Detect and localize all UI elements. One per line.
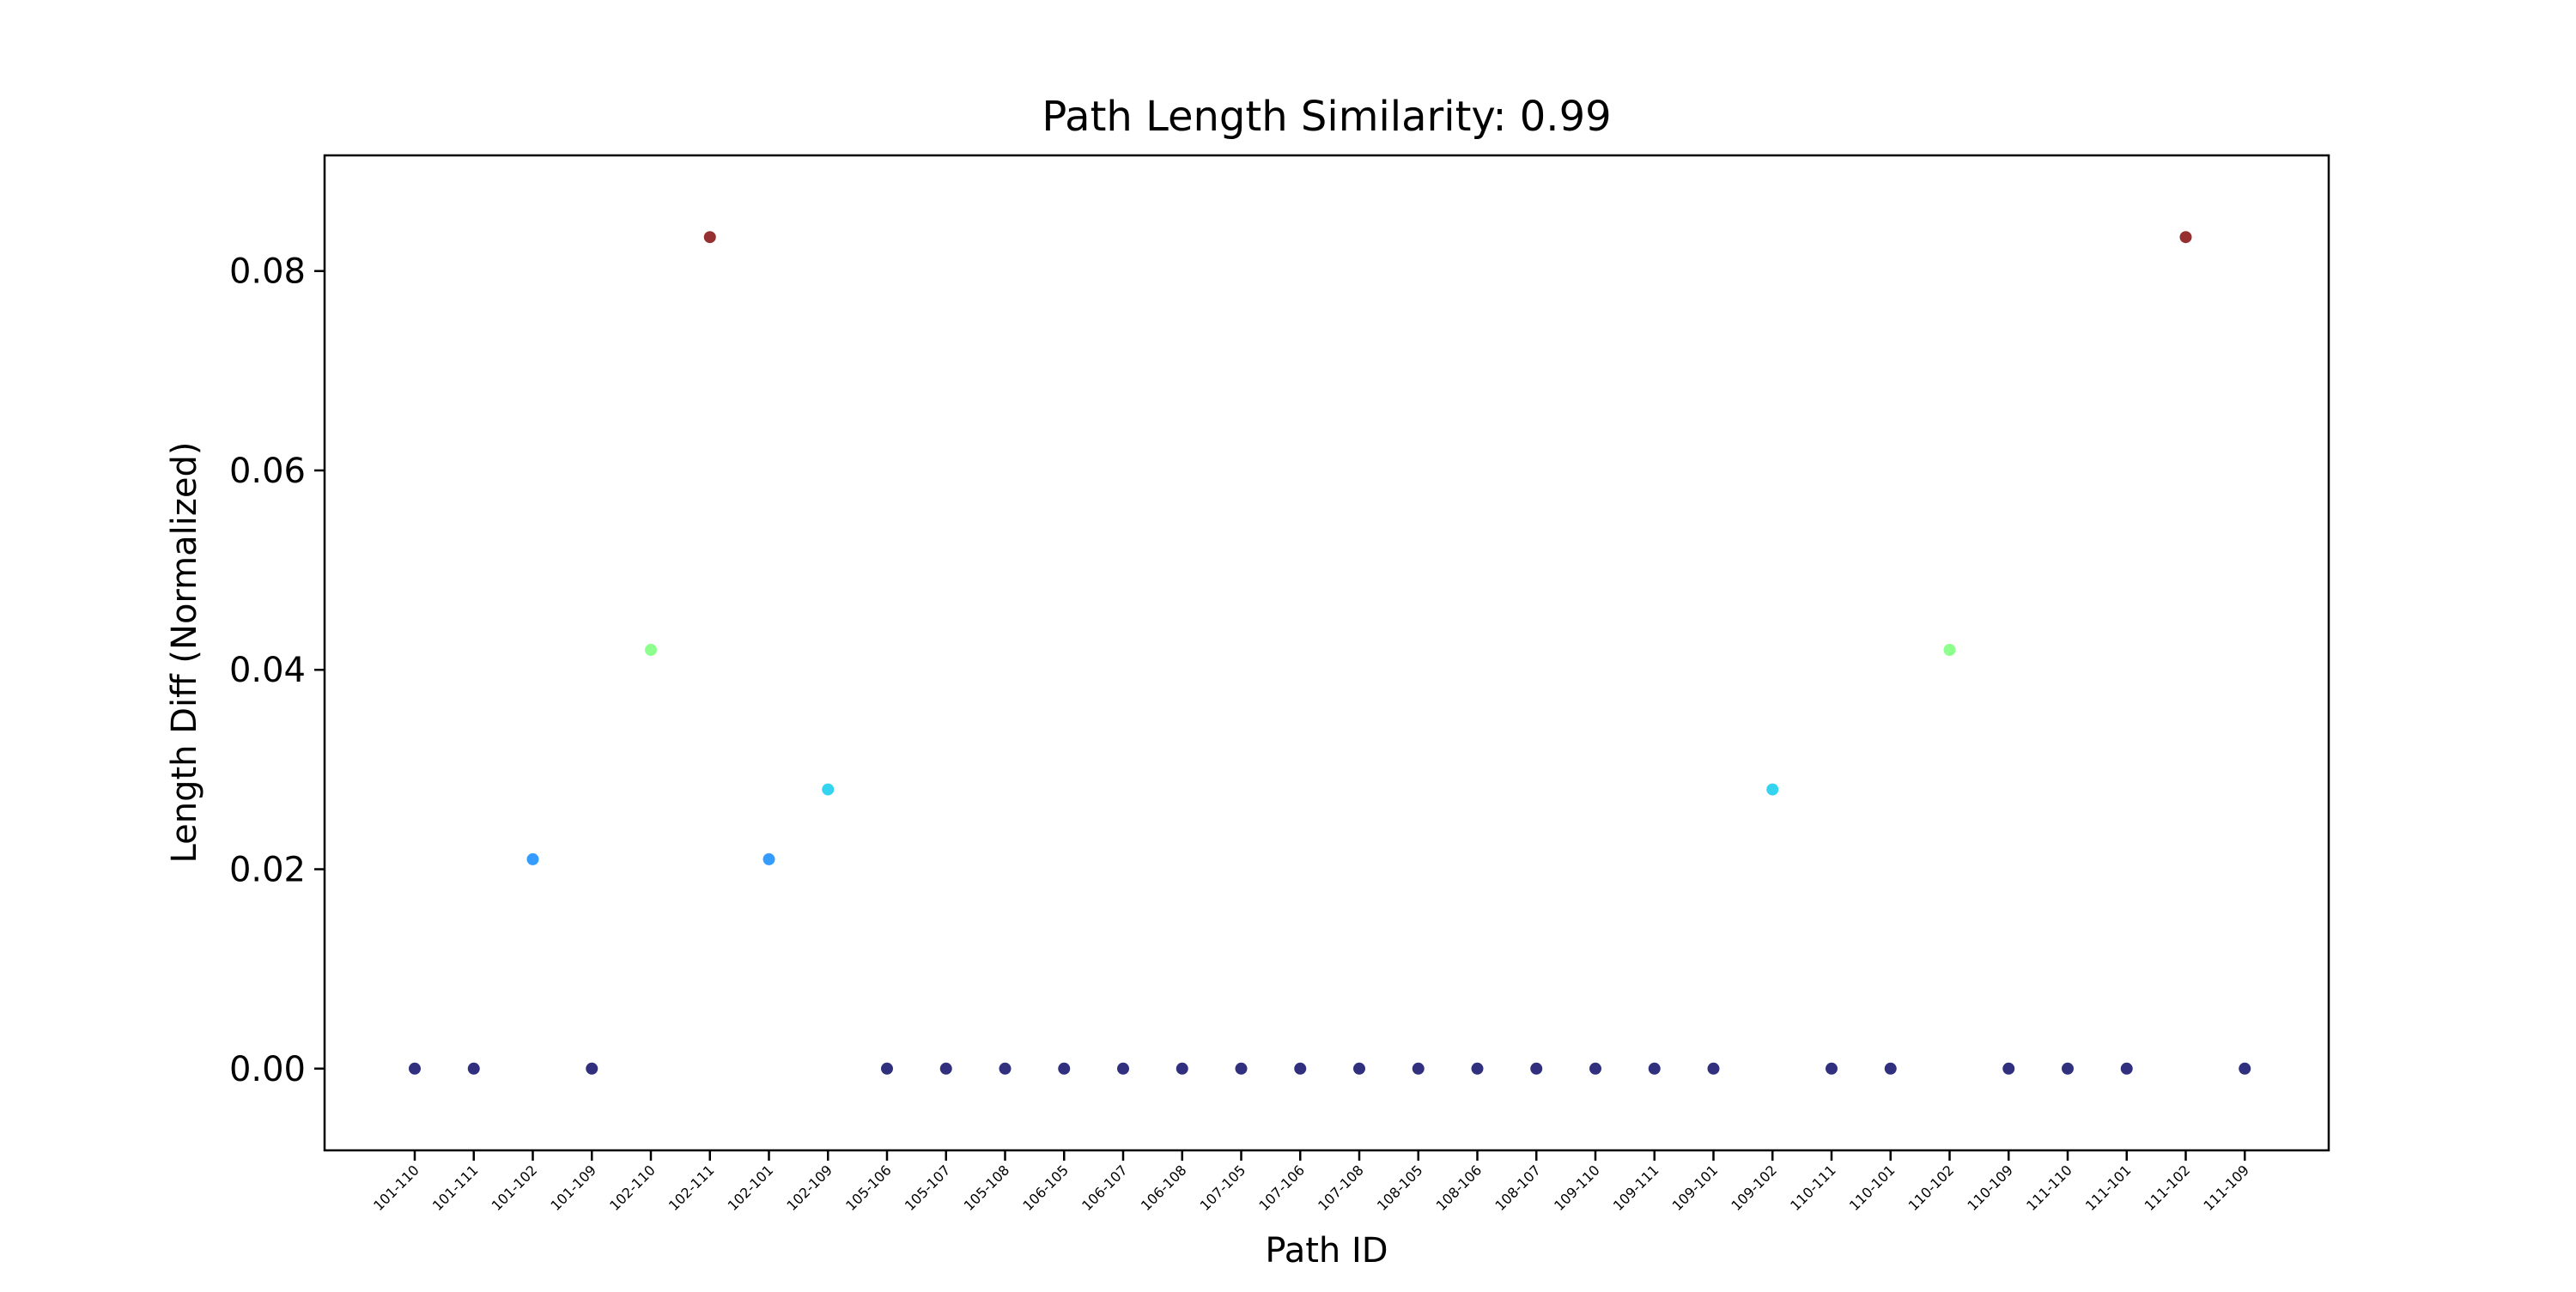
data-point bbox=[1353, 1062, 1365, 1075]
plot-area bbox=[409, 231, 2251, 1075]
y-tick-label: 0.06 bbox=[229, 452, 306, 491]
data-point bbox=[1530, 1062, 1543, 1075]
data-point bbox=[467, 1062, 480, 1075]
data-point bbox=[881, 1062, 893, 1075]
data-point bbox=[999, 1062, 1012, 1075]
data-point bbox=[703, 231, 716, 244]
y-tick-label: 0.02 bbox=[229, 851, 306, 890]
data-point bbox=[586, 1062, 598, 1075]
data-point bbox=[1648, 1062, 1661, 1075]
data-point bbox=[2179, 231, 2192, 244]
chart-title: Path Length Similarity: 0.99 bbox=[1042, 93, 1611, 141]
data-point bbox=[822, 783, 835, 796]
data-point bbox=[2062, 1062, 2074, 1075]
data-point bbox=[1943, 644, 1956, 657]
y-tick-label: 0.08 bbox=[229, 252, 306, 292]
y-tick-label: 0.00 bbox=[229, 1050, 306, 1089]
data-point bbox=[1471, 1062, 1484, 1075]
data-point bbox=[645, 644, 657, 657]
data-point bbox=[2120, 1062, 2133, 1075]
data-point bbox=[1412, 1062, 1425, 1075]
data-point bbox=[1176, 1062, 1188, 1075]
data-point bbox=[1884, 1062, 1897, 1075]
data-point bbox=[1589, 1062, 1601, 1075]
data-point bbox=[1294, 1062, 1307, 1075]
y-tick-label: 0.04 bbox=[229, 651, 306, 690]
y-axis-label: Length Diff (Normalized) bbox=[165, 442, 204, 864]
data-point bbox=[2002, 1062, 2015, 1075]
data-point bbox=[409, 1062, 421, 1075]
data-point bbox=[1235, 1062, 1248, 1075]
data-point bbox=[1707, 1062, 1720, 1075]
data-point bbox=[1826, 1062, 1838, 1075]
data-point bbox=[1766, 783, 1779, 796]
y-axis: 0.00 0.02 0.04 0.06 0.08 bbox=[229, 252, 325, 1089]
plot-frame bbox=[323, 154, 2330, 1152]
data-point bbox=[526, 852, 539, 865]
data-point bbox=[1058, 1062, 1071, 1075]
data-point bbox=[2239, 1062, 2251, 1075]
data-point bbox=[1117, 1062, 1129, 1075]
data-point bbox=[939, 1062, 952, 1075]
x-axis-label: Path ID bbox=[1265, 1231, 1388, 1271]
data-point bbox=[762, 852, 775, 865]
